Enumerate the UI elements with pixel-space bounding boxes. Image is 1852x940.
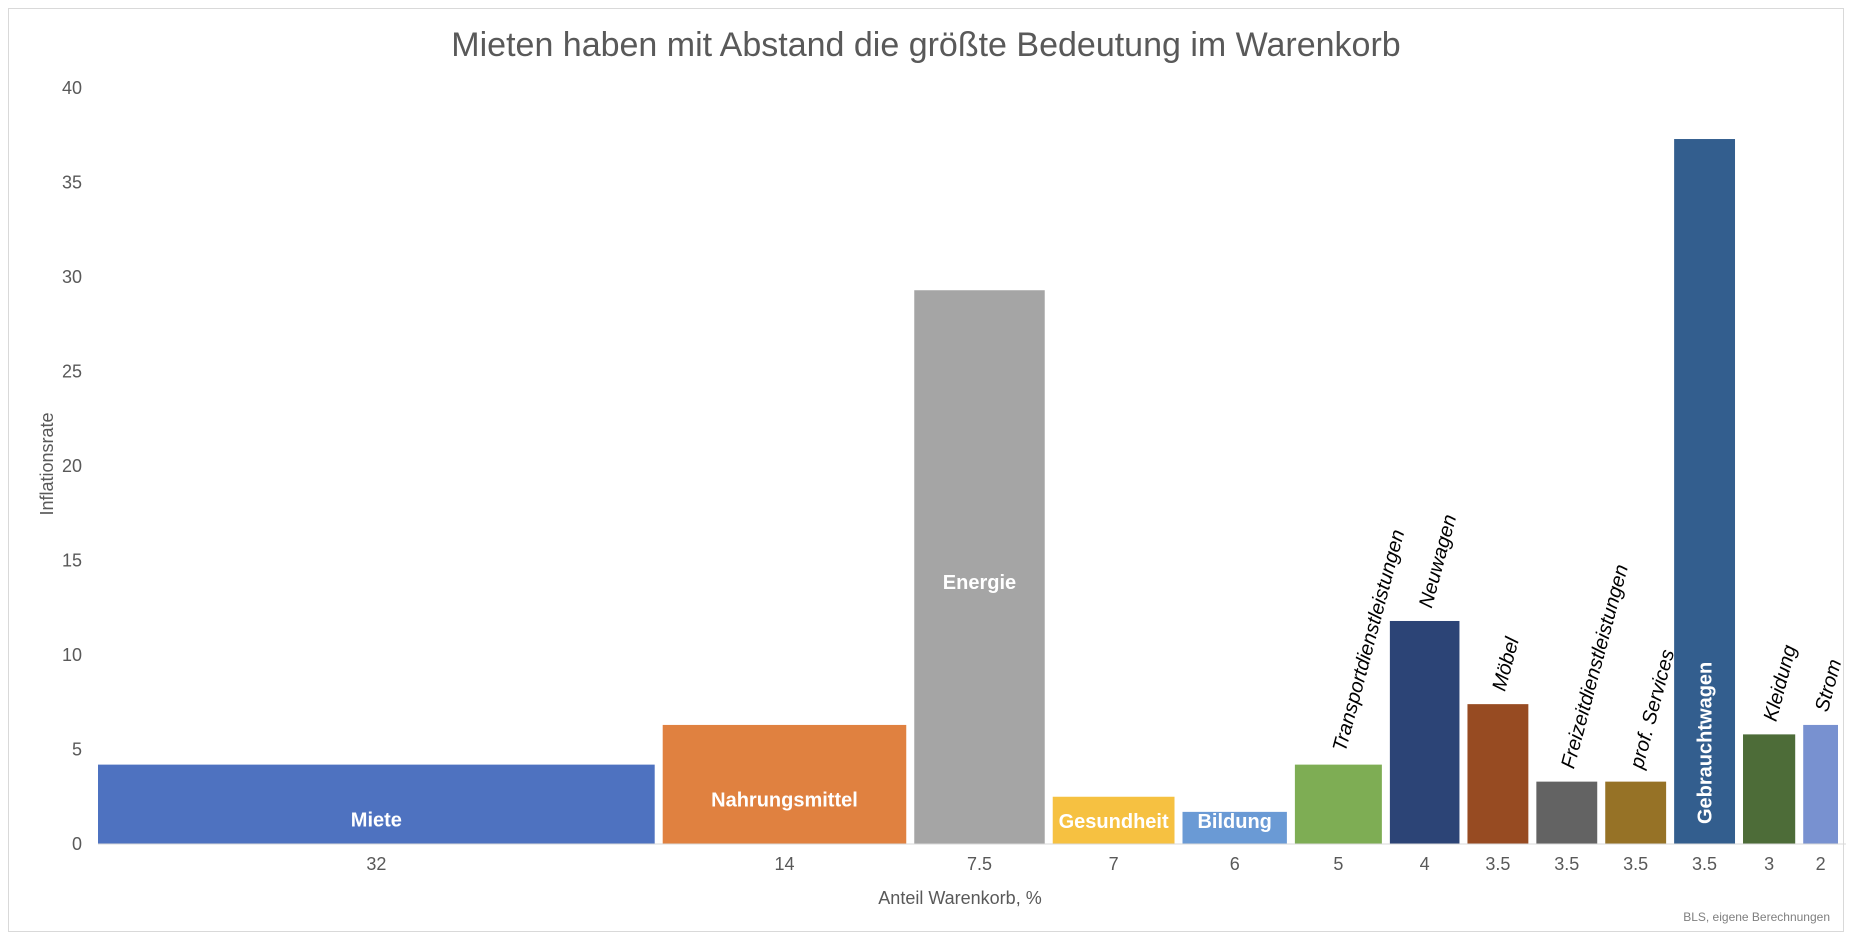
x-tick-label: 3.5 [1485, 854, 1510, 874]
bar-label: Bildung [1197, 811, 1271, 833]
bars-group: Miete Nahrungsmittel Energie Gesundheit Bild… [98, 139, 1846, 845]
y-tick-label: 10 [62, 645, 82, 665]
bar [1294, 764, 1382, 844]
bar [1052, 796, 1175, 844]
y-axis-ticks: 0 5 10 15 20 25 30 35 40 [62, 78, 82, 854]
y-tick-label: 35 [62, 173, 82, 193]
x-tick-label: 5 [1333, 854, 1343, 874]
x-tick-label: 4 [1420, 854, 1430, 874]
x-axis-ticks: 32 14 7.5 7 6 5 4 3.5 3.5 3.5 3.5 3 2 [366, 854, 1825, 874]
source-note: BLS, eigene Berechnungen [1683, 910, 1830, 924]
bar-label: Möbel [1488, 635, 1523, 694]
x-tick-label: 2 [1816, 854, 1826, 874]
bar [1605, 781, 1667, 844]
bar [1467, 704, 1529, 844]
bar [662, 724, 907, 844]
x-tick-label: 7 [1109, 854, 1119, 874]
y-tick-label: 30 [62, 267, 82, 287]
x-tick-label: 3.5 [1554, 854, 1579, 874]
bar-label: Gebrauchtwagen [1695, 662, 1717, 824]
y-axis-label: Inflationsrate [37, 412, 57, 515]
x-tick-label: 32 [366, 854, 386, 874]
y-tick-label: 15 [62, 551, 82, 571]
x-tick-label: 3.5 [1692, 854, 1717, 874]
x-tick-label: 7.5 [967, 854, 992, 874]
y-tick-label: 5 [72, 740, 82, 760]
bar-label: Miete [351, 809, 402, 831]
bar [1674, 139, 1736, 844]
y-tick-label: 40 [62, 78, 82, 98]
x-tick-label: 6 [1230, 854, 1240, 874]
y-tick-label: 25 [62, 362, 82, 382]
bar [914, 290, 1045, 845]
bar-label: prof. Services [1626, 647, 1679, 772]
bar [1803, 724, 1838, 844]
chart-title: Mieten haben mit Abstand die größte Bede… [451, 26, 1400, 64]
x-tick-label: 3 [1764, 854, 1774, 874]
bar [1743, 734, 1796, 844]
y-tick-label: 0 [72, 834, 82, 854]
bar-label: Strom [1811, 657, 1846, 714]
bar [98, 764, 655, 844]
x-axis-label: Anteil Warenkorb, % [878, 888, 1041, 908]
x-tick-label: 14 [774, 854, 794, 874]
bar [1389, 620, 1460, 844]
bar [1536, 781, 1598, 844]
bar-label: Nahrungsmittel [711, 789, 858, 811]
y-tick-label: 20 [62, 456, 82, 476]
x-tick-label: 3.5 [1623, 854, 1648, 874]
bar [1182, 811, 1287, 844]
bar-label: Gesundheit [1059, 811, 1169, 833]
bar-label: Energie [943, 572, 1016, 594]
bar-label: Neuwagen [1415, 512, 1461, 610]
bar-label: Freizeitdienstleistungen [1557, 562, 1633, 771]
bar-label: Kleidung [1760, 643, 1801, 724]
chart-frame [8, 8, 1844, 932]
